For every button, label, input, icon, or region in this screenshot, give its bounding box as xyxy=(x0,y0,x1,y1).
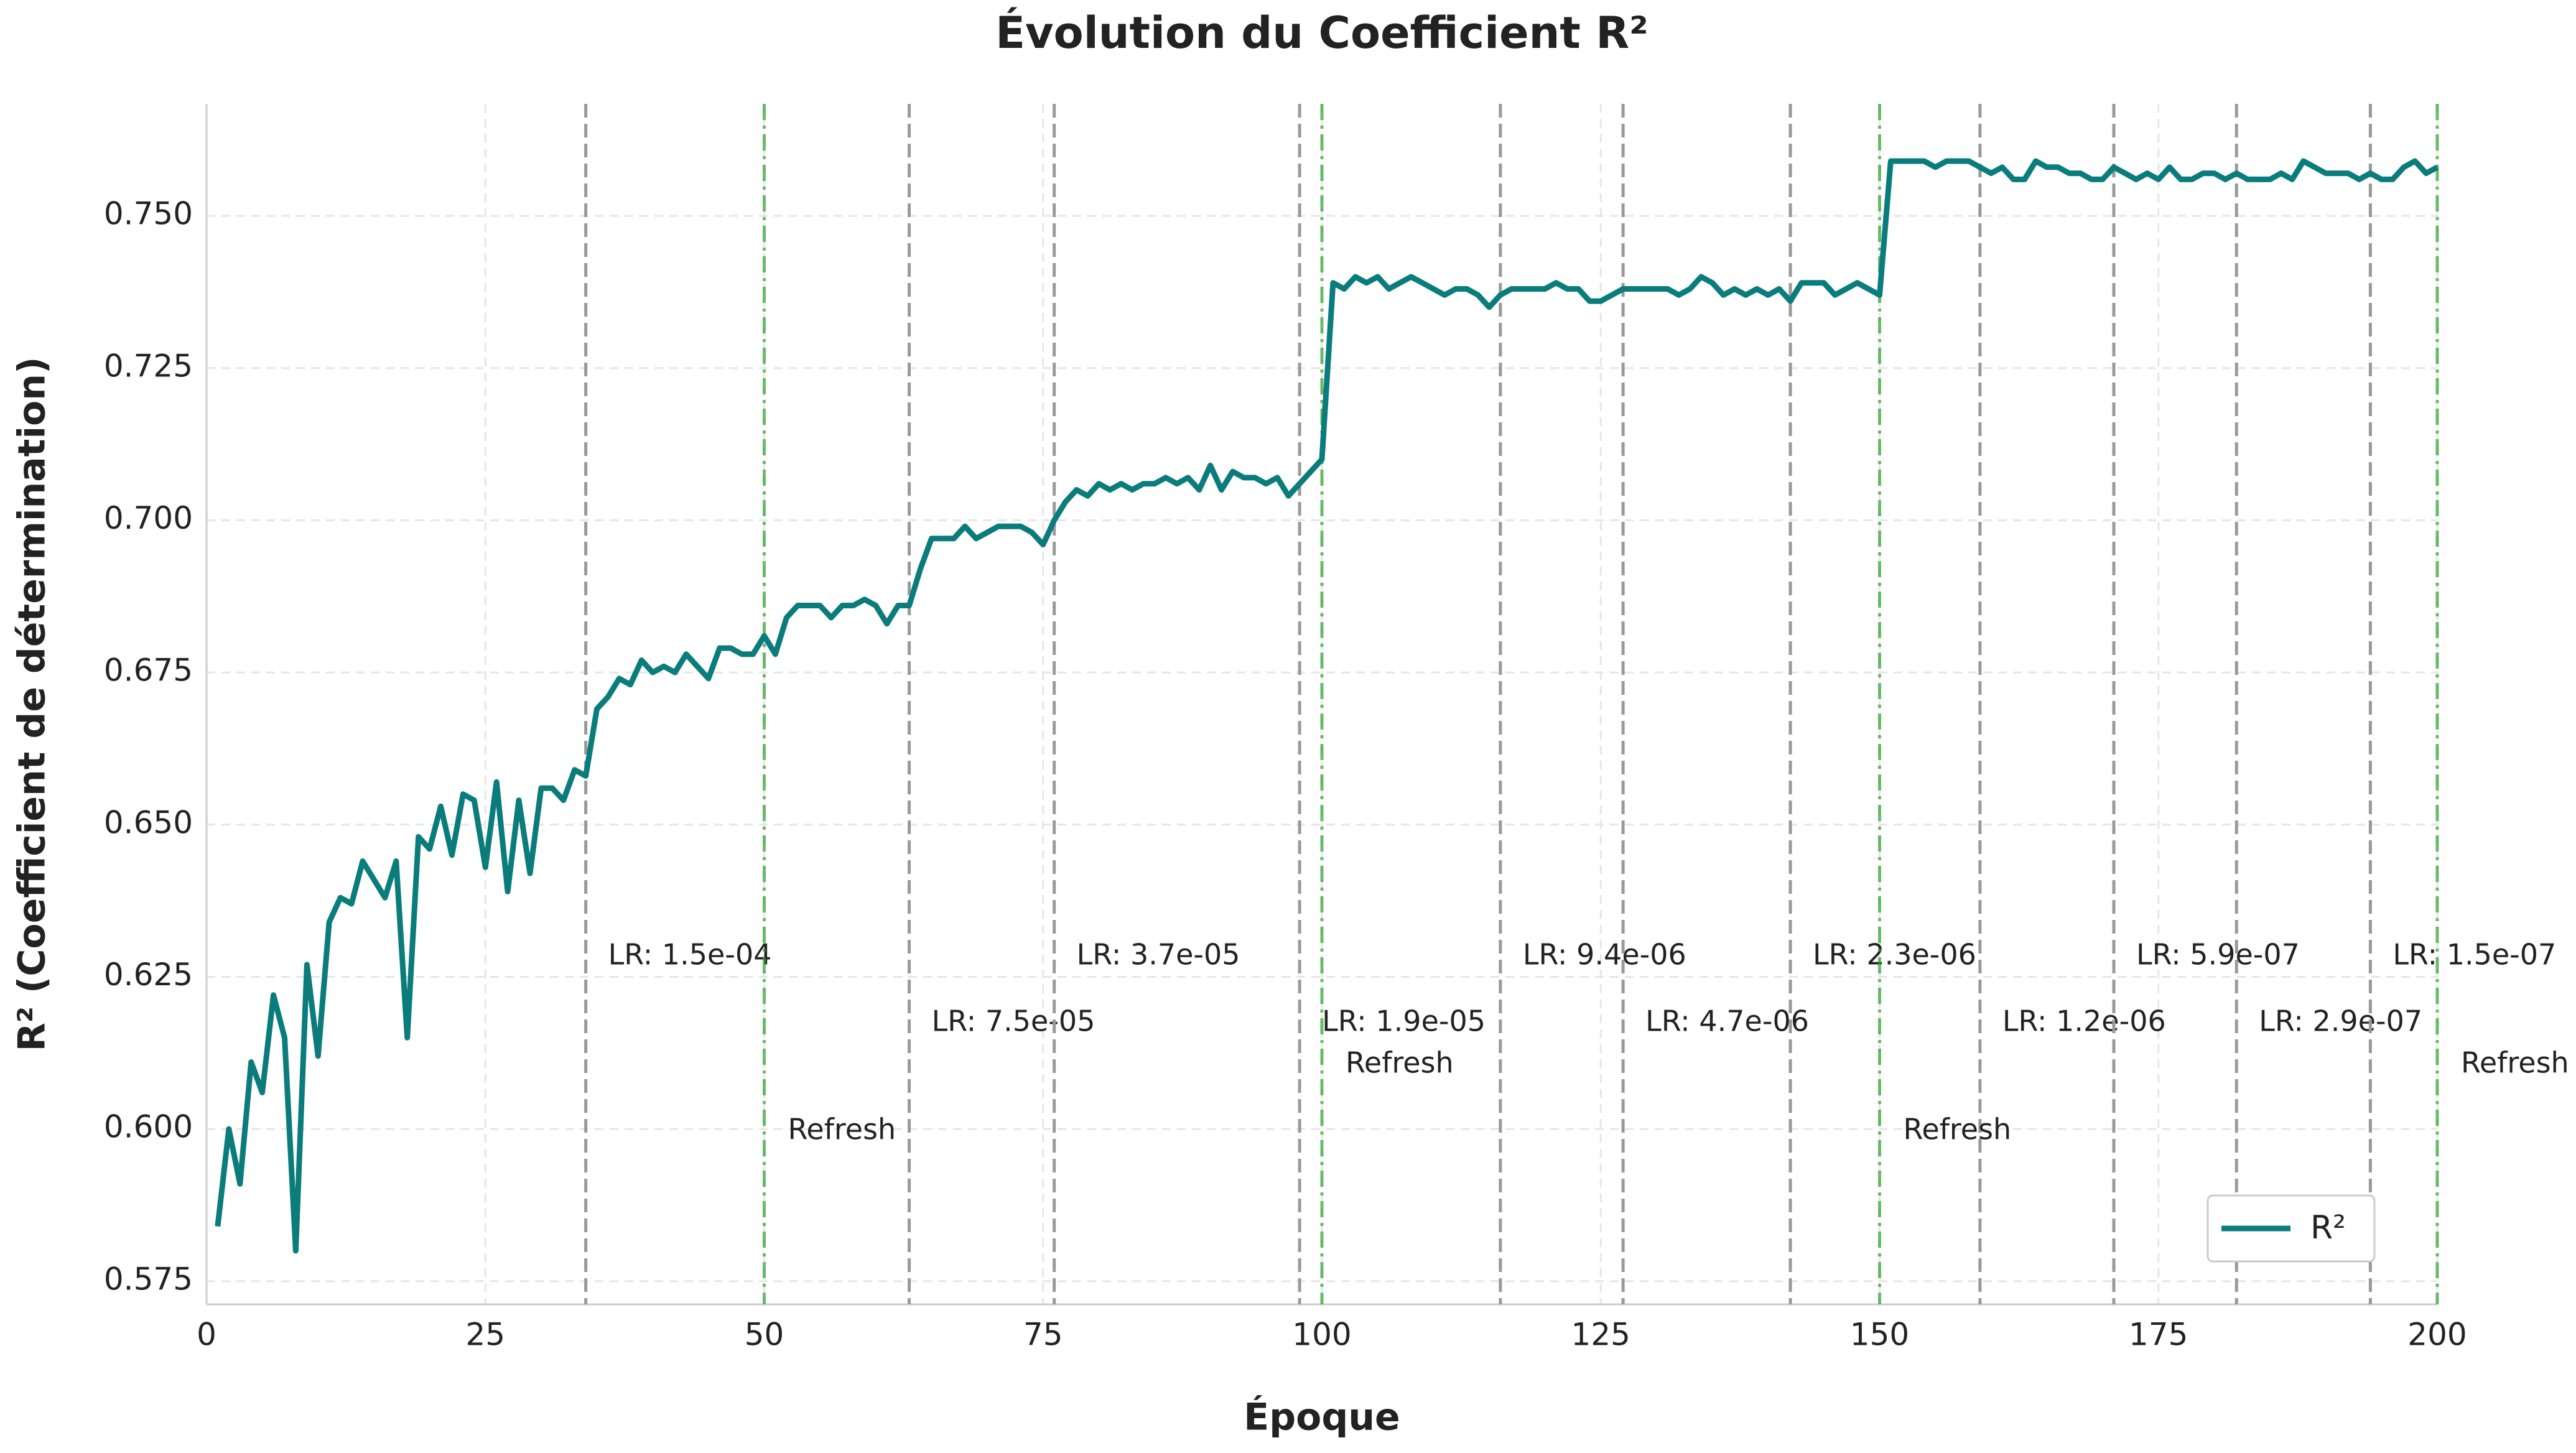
x-tick-label: 150 xyxy=(1850,1317,1909,1353)
y-tick-label: 0.575 xyxy=(104,1261,193,1297)
lr-label: LR: 7.5e-05 xyxy=(932,1005,1095,1038)
refresh-label: Refresh xyxy=(2461,1046,2569,1080)
y-tick-label: 0.625 xyxy=(104,957,193,993)
lr-label: LR: 2.9e-07 xyxy=(2259,1005,2422,1038)
y-axis-label: R² (Coefficient de détermination) xyxy=(11,357,54,1052)
lr-label: LR: 1.2e-06 xyxy=(2002,1005,2166,1038)
x-tick-label: 75 xyxy=(1023,1317,1063,1353)
y-tick-label: 0.650 xyxy=(104,804,193,840)
legend-label: R² xyxy=(2310,1209,2346,1246)
data-line xyxy=(215,158,2439,1254)
chart-title: Évolution du Coefficient R² xyxy=(995,7,1648,58)
lr-label: LR: 2.3e-06 xyxy=(1813,938,1976,972)
x-tick-label: 175 xyxy=(2129,1317,2188,1353)
refresh-label: Refresh xyxy=(1904,1113,2012,1146)
x-tick-label: 200 xyxy=(2407,1317,2467,1353)
x-tick-label: 0 xyxy=(197,1317,216,1353)
y-tick-label: 0.750 xyxy=(104,196,193,232)
lr-label: LR: 1.5e-07 xyxy=(2392,938,2556,972)
lr-label: LR: 3.7e-05 xyxy=(1077,938,1240,972)
y-tick-label: 0.700 xyxy=(104,500,193,536)
refresh-label: Refresh xyxy=(788,1113,896,1146)
legend-box xyxy=(2206,1194,2376,1263)
y-tick-label: 0.725 xyxy=(104,348,193,384)
x-tick-label: 50 xyxy=(745,1317,784,1353)
x-axis-label: Époque xyxy=(1244,1395,1400,1439)
refresh-label: Refresh xyxy=(1346,1046,1454,1080)
y-tick-label: 0.600 xyxy=(104,1109,193,1145)
lr-label: LR: 1.5e-04 xyxy=(608,938,772,972)
x-tick-label: 125 xyxy=(1571,1317,1630,1353)
y-tick-label: 0.675 xyxy=(104,652,193,689)
lr-label: LR: 9.4e-06 xyxy=(1523,938,1686,972)
lr-label: LR: 5.9e-07 xyxy=(2136,938,2300,972)
x-tick-label: 25 xyxy=(465,1317,505,1353)
lr-label: LR: 1.9e-05 xyxy=(1322,1005,1486,1038)
lr-label: LR: 4.7e-06 xyxy=(1645,1005,1809,1038)
x-tick-label: 100 xyxy=(1292,1317,1351,1353)
